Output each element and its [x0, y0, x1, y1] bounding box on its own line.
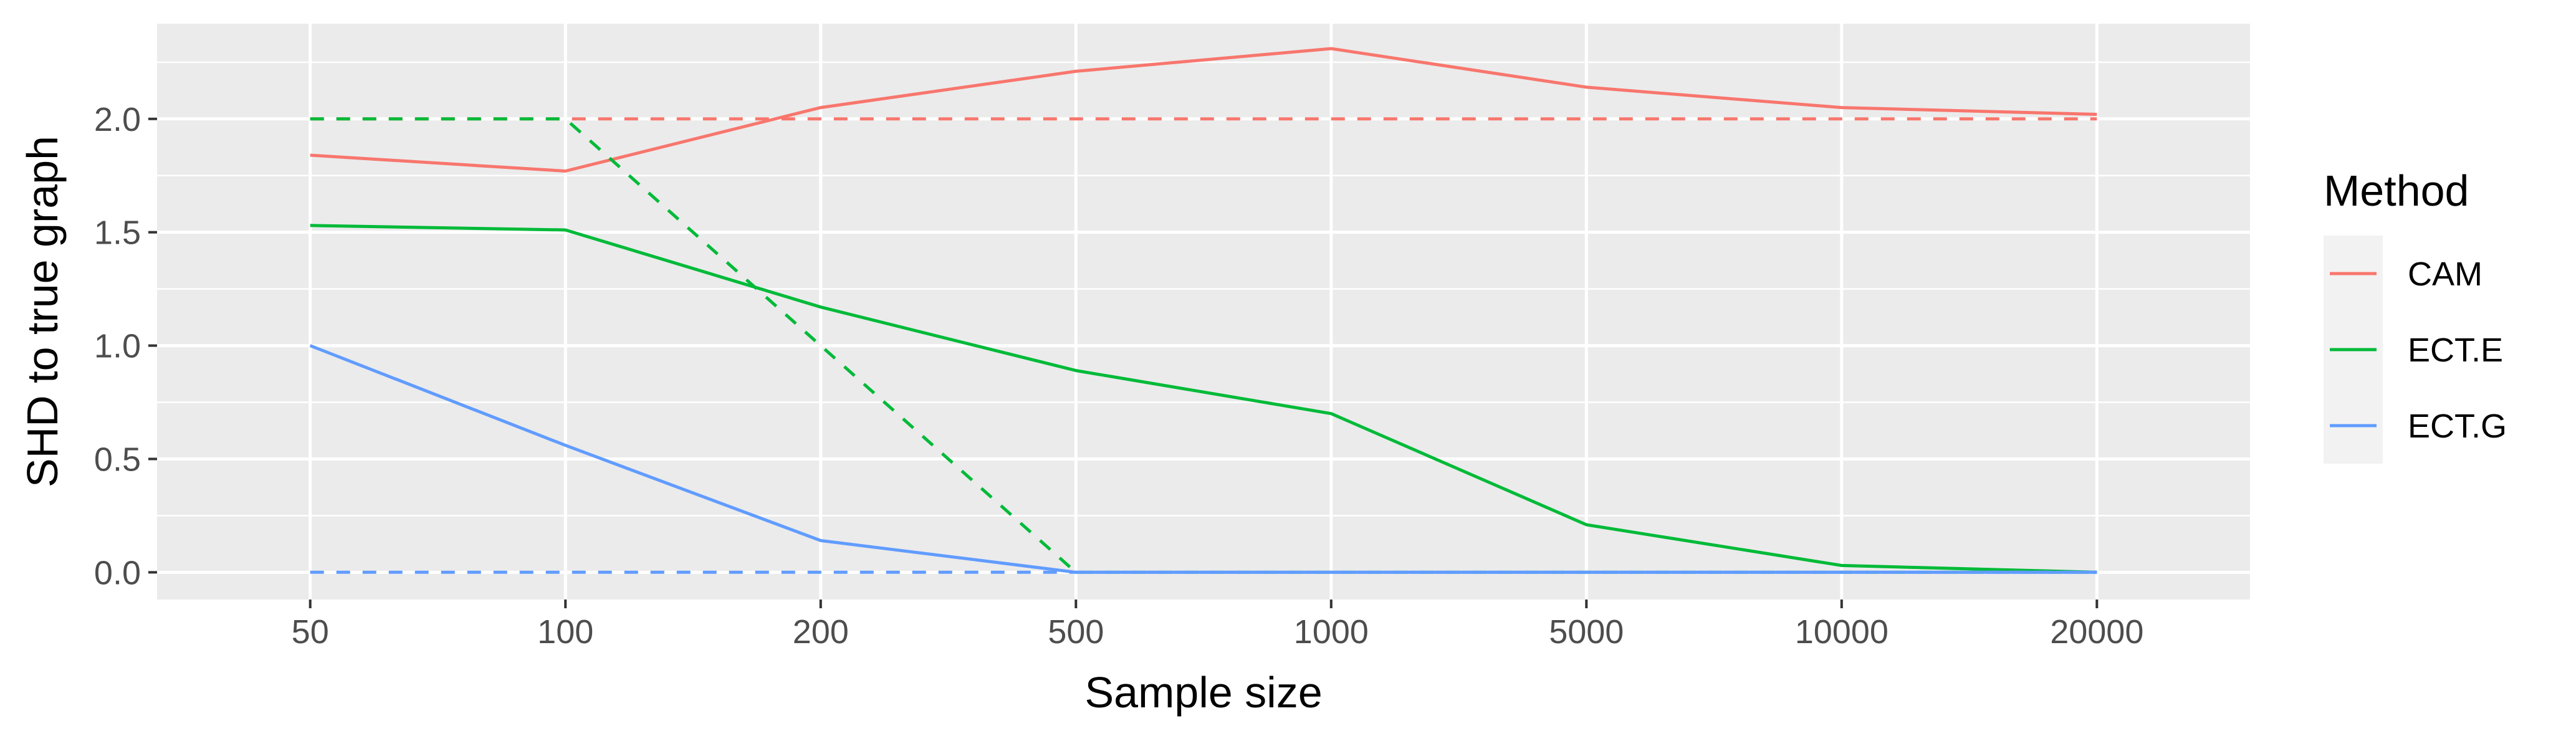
x-tick-label-2: 200 [793, 613, 849, 651]
x-tick-label-6: 10000 [1795, 613, 1889, 651]
legend: Method CAM ECT.E ECT.G [2324, 166, 2507, 464]
y-tick-label-3: 1.5 [94, 214, 141, 252]
x-tick-label-0: 50 [292, 613, 329, 651]
series-line-ect-e-solid [310, 224, 2097, 574]
legend-label-cam: CAM [2408, 256, 2483, 293]
series-lines [309, 47, 2097, 574]
y-tick-label-1: 0.5 [94, 441, 141, 478]
series-line-cam-solid [310, 47, 2097, 173]
y-axis-title: SHD to true graph [18, 136, 67, 487]
legend-title: Method [2324, 166, 2469, 215]
y-tick-label-0: 0.0 [94, 554, 141, 591]
x-tick-label-4: 1000 [1294, 613, 1369, 651]
x-tick-label-5: 5000 [1549, 613, 1624, 651]
x-axis-title: Sample size [1085, 668, 1322, 717]
x-axis-ticks: 50 100 200 500 1000 5000 10000 20000 [292, 600, 2143, 651]
minor-gridlines [157, 61, 2250, 517]
x-tick-label-3: 500 [1048, 613, 1104, 651]
x-tick-label-1: 100 [537, 613, 593, 651]
y-axis-ticks: 0.0 0.5 1.0 1.5 2.0 [94, 101, 157, 591]
y-tick-label-2: 1.0 [94, 328, 141, 365]
legend-label-ect-g: ECT.G [2408, 408, 2507, 445]
x-tick-label-7: 20000 [2050, 613, 2143, 651]
y-tick-label-4: 2.0 [94, 101, 141, 138]
legend-items: CAM ECT.E ECT.G [2324, 236, 2507, 464]
legend-label-ect-e: ECT.E [2408, 332, 2503, 369]
